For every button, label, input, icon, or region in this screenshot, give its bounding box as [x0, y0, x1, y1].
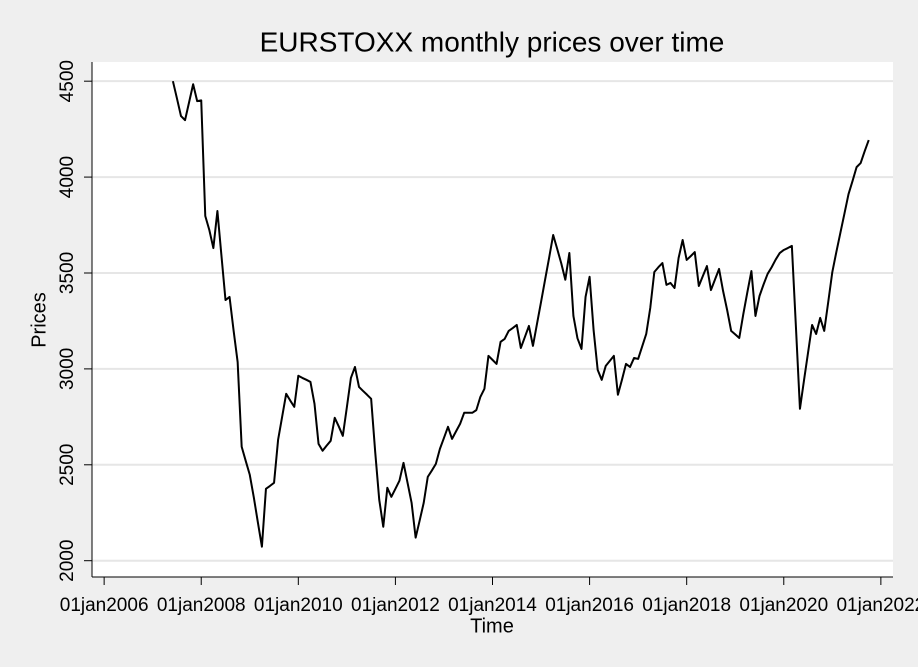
x-tick-label: 01jan2008 [157, 595, 246, 616]
plot-area [92, 62, 893, 577]
x-tick-label: 01jan2022 [836, 595, 918, 616]
x-tick-label: 01jan2018 [642, 595, 731, 616]
y-tick-label: 4000 [57, 156, 78, 198]
y-axis-label: Prices [28, 292, 50, 348]
x-tick-label: 01jan2010 [254, 595, 343, 616]
y-tick-label: 2000 [57, 540, 78, 582]
chart-title: EURSTOXX monthly prices over time [260, 26, 725, 57]
y-tick-label: 4500 [57, 60, 78, 102]
x-tick-label: 01jan2012 [351, 595, 440, 616]
x-tick-label: 01jan2006 [60, 595, 149, 616]
x-tick-label: 01jan2020 [739, 595, 828, 616]
y-tick-label: 3000 [57, 348, 78, 390]
y-tick-label: 3500 [57, 252, 78, 294]
x-axis-label: Time [470, 615, 514, 637]
x-tick-label: 01jan2014 [448, 595, 537, 616]
price-line [171, 80, 870, 548]
y-tick-label: 2500 [57, 444, 78, 486]
x-tick-label: 01jan2016 [545, 595, 634, 616]
